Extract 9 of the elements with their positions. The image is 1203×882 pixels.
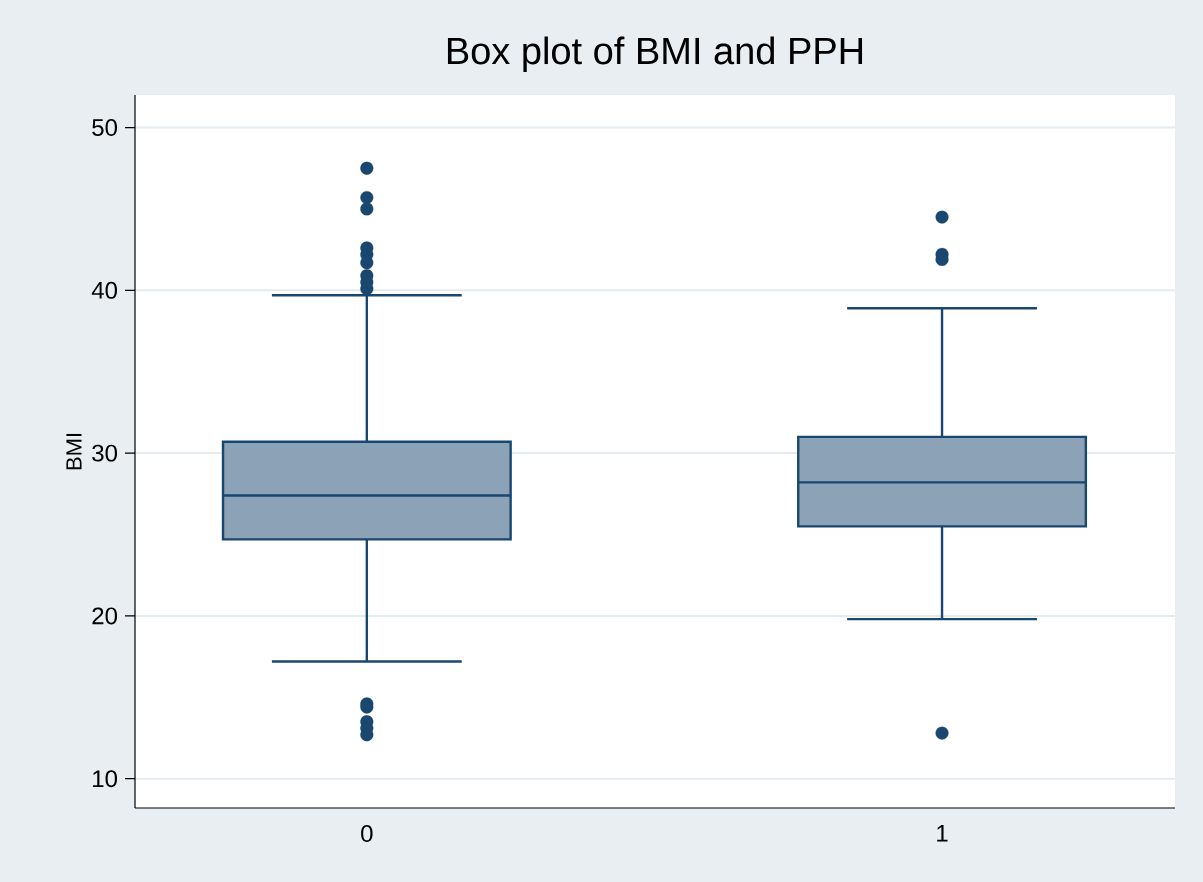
x-tick-label: 0: [361, 825, 373, 843]
y-tick-label: 10: [93, 770, 118, 788]
y-axis-title: BMI: [66, 433, 82, 470]
y-tick-label: 40: [91, 281, 118, 299]
y-tick-label: 50: [92, 119, 118, 137]
y-tick-label: 20: [92, 607, 118, 625]
chart-title: Box plot of BMI and PPH: [447, 36, 863, 72]
y-tick-label: 30: [92, 444, 118, 462]
x-tick-label: 1: [937, 825, 948, 842]
